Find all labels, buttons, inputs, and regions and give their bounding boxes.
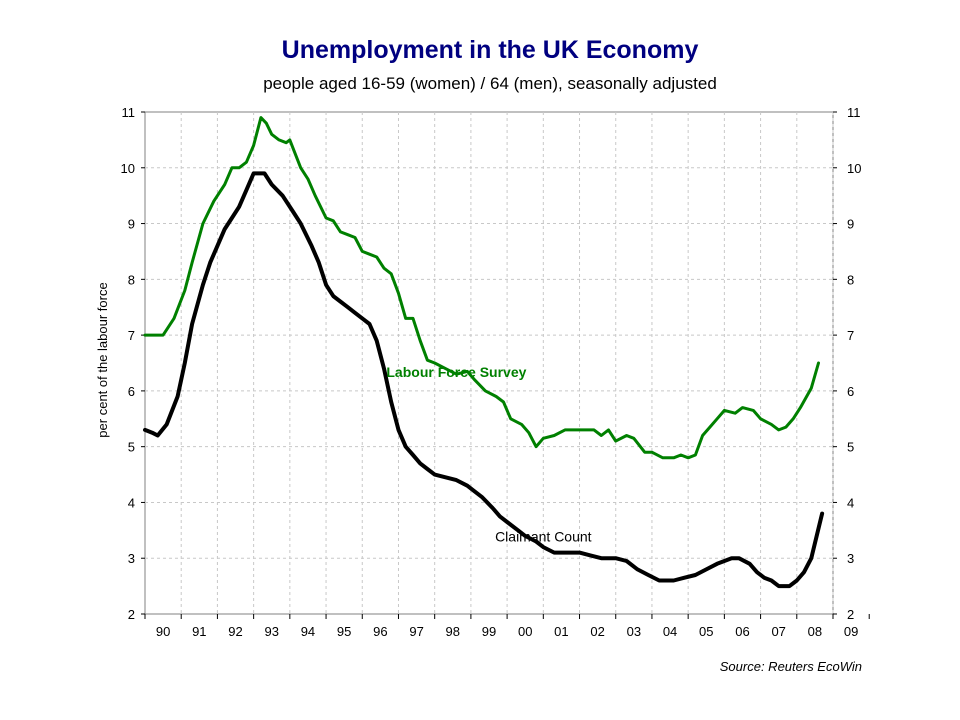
x-tick-label: 99 (482, 624, 496, 639)
y-tick-label-left: 7 (128, 328, 135, 343)
y-tick-label-left: 10 (121, 161, 135, 176)
x-tick-label: 05 (699, 624, 713, 639)
y-tick-label-right: 2 (847, 607, 854, 622)
y-tick-label-right: 10 (847, 161, 861, 176)
y-tick-label-left: 6 (128, 384, 135, 399)
y-tick-label-left: 9 (128, 217, 135, 232)
x-tick-label: 03 (627, 624, 641, 639)
x-tick-label: 04 (663, 624, 677, 639)
chart-subtitle: people aged 16-59 (women) / 64 (men), se… (263, 74, 717, 93)
y-tick-label-right: 3 (847, 551, 854, 566)
x-tick-label: 06 (735, 624, 749, 639)
y-axis-label: per cent of the labour force (95, 282, 110, 437)
source-note: Source: Reuters EcoWin (719, 659, 862, 674)
series-line-labour-force-survey (143, 116, 820, 460)
y-tick-label-right: 11 (847, 105, 861, 120)
y-tick-label-left: 5 (128, 440, 135, 455)
x-tick-label: 90 (156, 624, 170, 639)
x-tick-label: 98 (446, 624, 460, 639)
x-tick-label: 00 (518, 624, 532, 639)
plot-area (144, 111, 834, 615)
x-tick-label: 94 (301, 624, 315, 639)
y-tick-label-left: 11 (122, 105, 136, 120)
y-tick-label-left: 3 (128, 551, 135, 566)
y-tick-label-right: 6 (847, 384, 854, 399)
series-line-claimant-count (143, 171, 825, 589)
y-tick-label-left: 2 (128, 607, 135, 622)
series-annotations: Labour Force Survey Claimant Count (386, 364, 591, 545)
chart-title: Unemployment in the UK Economy (281, 36, 699, 64)
annotation-label: Labour Force Survey (386, 364, 526, 380)
x-tick-label: 93 (265, 624, 279, 639)
x-tick-label: 08 (808, 624, 822, 639)
x-tick-label: 95 (337, 624, 351, 639)
x-tick-label: 92 (228, 624, 242, 639)
x-tick-label: 02 (590, 624, 604, 639)
x-tick-label: 97 (409, 624, 423, 639)
annotation-label: Claimant Count (495, 528, 592, 544)
y-tick-label-right: 5 (847, 440, 854, 455)
y-tick-label-right: 4 (847, 495, 854, 510)
y-tick-label-right: 9 (847, 217, 854, 232)
x-tick-label: 01 (554, 624, 568, 639)
x-tick-label: 07 (771, 624, 785, 639)
x-tick-label: 91 (192, 624, 206, 639)
y-tick-label-left: 8 (128, 272, 135, 287)
x-tick-label: 09 (844, 624, 858, 639)
series-lines (143, 116, 825, 589)
x-tick-label: 96 (373, 624, 387, 639)
y-tick-label-right: 8 (847, 272, 854, 287)
y-tick-label-right: 7 (847, 328, 854, 343)
y-tick-label-left: 4 (128, 495, 135, 510)
